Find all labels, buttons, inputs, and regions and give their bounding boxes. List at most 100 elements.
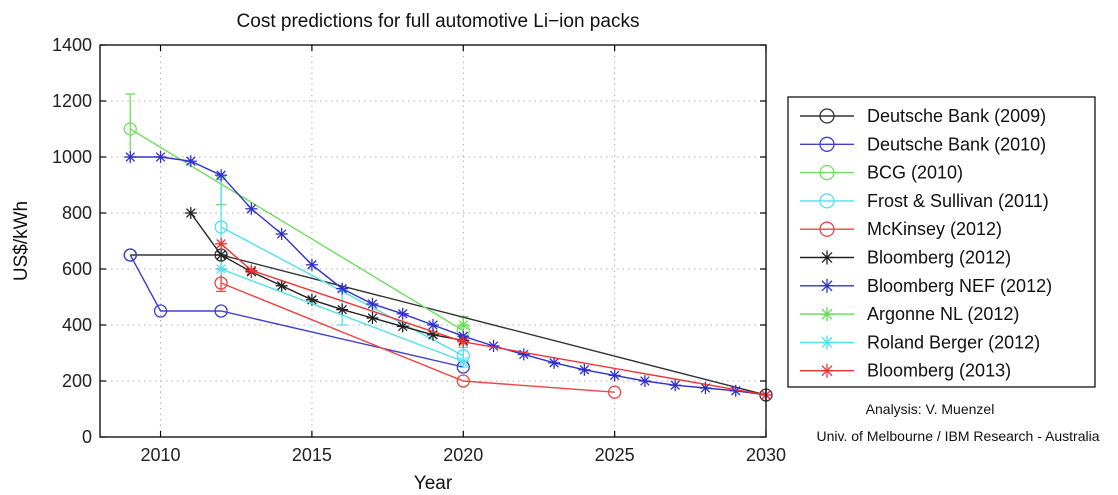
series-line bbox=[129, 254, 464, 368]
series-bcg-2010 bbox=[123, 122, 470, 338]
legend-label: Roland Berger (2012) bbox=[867, 332, 1040, 352]
credit-institution: Univ. of Melbourne / IBM Research - Aust… bbox=[817, 428, 1100, 444]
legend-entry: Roland Berger (2012) bbox=[800, 332, 1040, 352]
data-point bbox=[275, 228, 288, 240]
y-tick-label: 0 bbox=[82, 427, 92, 447]
data-point bbox=[124, 151, 137, 163]
data-point bbox=[123, 248, 137, 262]
legend-marker bbox=[820, 335, 834, 350]
x-tick-label: 2030 bbox=[746, 445, 786, 465]
data-point bbox=[366, 312, 379, 324]
series-line bbox=[130, 156, 767, 396]
data-point bbox=[638, 375, 651, 387]
legend-marker bbox=[819, 164, 835, 181]
data-point bbox=[396, 320, 409, 333]
data-point bbox=[214, 304, 228, 318]
legend-label: Bloomberg (2012) bbox=[867, 248, 1011, 268]
legend-label: Frost & Sullivan (2011) bbox=[867, 191, 1049, 211]
axis-ticks: 2010 2015 2020 2025 2030 0 200 400 600 800 1000 120… bbox=[52, 35, 786, 465]
y-tick-label: 1200 bbox=[52, 91, 92, 111]
legend-label: Deutsche Bank (2009) bbox=[867, 106, 1046, 126]
data-point bbox=[154, 151, 167, 163]
data-point bbox=[214, 220, 228, 234]
series-roland-berger-2012 bbox=[215, 263, 470, 368]
legend-label: Deutsche Bank (2010) bbox=[867, 134, 1046, 154]
data-point bbox=[215, 249, 228, 261]
grid-lines bbox=[100, 44, 767, 438]
legend-entry: Argonne NL (2012) bbox=[800, 304, 1019, 324]
legend-label: Bloomberg (2013) bbox=[867, 361, 1011, 381]
y-tick-label: 200 bbox=[62, 371, 92, 391]
legend: Deutsche Bank (2009) Deutsche Bank (2010)… bbox=[787, 96, 1096, 388]
series-layer bbox=[123, 93, 773, 402]
legend-marker bbox=[819, 221, 835, 237]
legend-label: McKinsey (2012) bbox=[867, 219, 1002, 239]
data-point bbox=[336, 303, 349, 316]
data-point bbox=[245, 202, 258, 215]
x-tick-label: 2010 bbox=[141, 445, 181, 465]
y-tick-label: 400 bbox=[62, 315, 92, 335]
series-bloomberg-nef-2012 bbox=[124, 151, 772, 401]
data-point bbox=[184, 155, 197, 168]
y-tick-label: 800 bbox=[62, 203, 92, 223]
series-line bbox=[220, 268, 464, 363]
data-point bbox=[456, 374, 470, 388]
series-bloomberg-2013 bbox=[215, 237, 772, 401]
x-tick-label: 2015 bbox=[292, 445, 332, 465]
x-tick-label: 2025 bbox=[595, 445, 635, 465]
data-point bbox=[457, 335, 470, 348]
legend-entry: McKinsey (2012) bbox=[800, 219, 1002, 239]
plot-frame bbox=[99, 44, 767, 438]
legend-entry: Deutsche Bank (2010) bbox=[800, 134, 1046, 154]
legend-marker bbox=[820, 278, 834, 293]
data-point bbox=[548, 356, 561, 369]
data-point bbox=[517, 348, 530, 361]
data-point bbox=[215, 237, 228, 250]
legend-entry: BCG (2010) bbox=[800, 163, 963, 183]
chart-title: Cost predictions for full automotive Li−… bbox=[237, 11, 640, 32]
legend-box bbox=[787, 96, 1096, 388]
data-point bbox=[123, 122, 137, 136]
x-axis-title: Year bbox=[414, 473, 453, 494]
data-point bbox=[578, 363, 591, 376]
data-point bbox=[669, 379, 682, 392]
legend-label: BCG (2010) bbox=[867, 163, 963, 183]
y-tick-label: 600 bbox=[62, 259, 92, 279]
data-point bbox=[366, 298, 379, 310]
series-mckinsey-2012 bbox=[214, 276, 622, 399]
data-point bbox=[215, 263, 228, 275]
series-line bbox=[129, 128, 464, 332]
legend-entry: Bloomberg (2013) bbox=[800, 361, 1011, 381]
data-point bbox=[427, 319, 439, 331]
series-line bbox=[130, 254, 767, 396]
legend-marker bbox=[820, 363, 834, 378]
x-tick-label: 2020 bbox=[443, 445, 483, 465]
y-tick-label: 1400 bbox=[52, 35, 92, 55]
legend-label: Argonne NL (2012) bbox=[867, 304, 1019, 324]
legend-label: Bloomberg NEF (2012) bbox=[867, 276, 1052, 296]
legend-marker bbox=[819, 136, 835, 152]
data-point bbox=[215, 169, 228, 182]
legend-entry: Frost & Sullivan (2011) bbox=[800, 191, 1049, 211]
data-point bbox=[305, 258, 318, 271]
legend-marker bbox=[819, 193, 835, 209]
data-point bbox=[396, 307, 409, 320]
series-argonne-nl-2012 bbox=[457, 319, 470, 331]
data-point bbox=[275, 279, 288, 292]
legend-entry: Deutsche Bank (2009) bbox=[800, 106, 1046, 126]
data-point bbox=[153, 304, 168, 318]
legend-marker bbox=[820, 250, 834, 265]
data-point bbox=[457, 355, 470, 368]
series-line bbox=[190, 212, 464, 342]
data-point bbox=[184, 207, 197, 219]
data-point bbox=[214, 276, 228, 290]
data-point bbox=[336, 282, 349, 295]
y-tick-label: 1000 bbox=[52, 147, 92, 167]
series-deutsche-bank-2010 bbox=[123, 248, 470, 374]
y-axis-title: US$/kWh bbox=[11, 201, 32, 281]
data-point bbox=[608, 369, 621, 382]
error-bar bbox=[125, 93, 136, 158]
series-line bbox=[220, 282, 615, 393]
legend-marker bbox=[820, 307, 834, 322]
